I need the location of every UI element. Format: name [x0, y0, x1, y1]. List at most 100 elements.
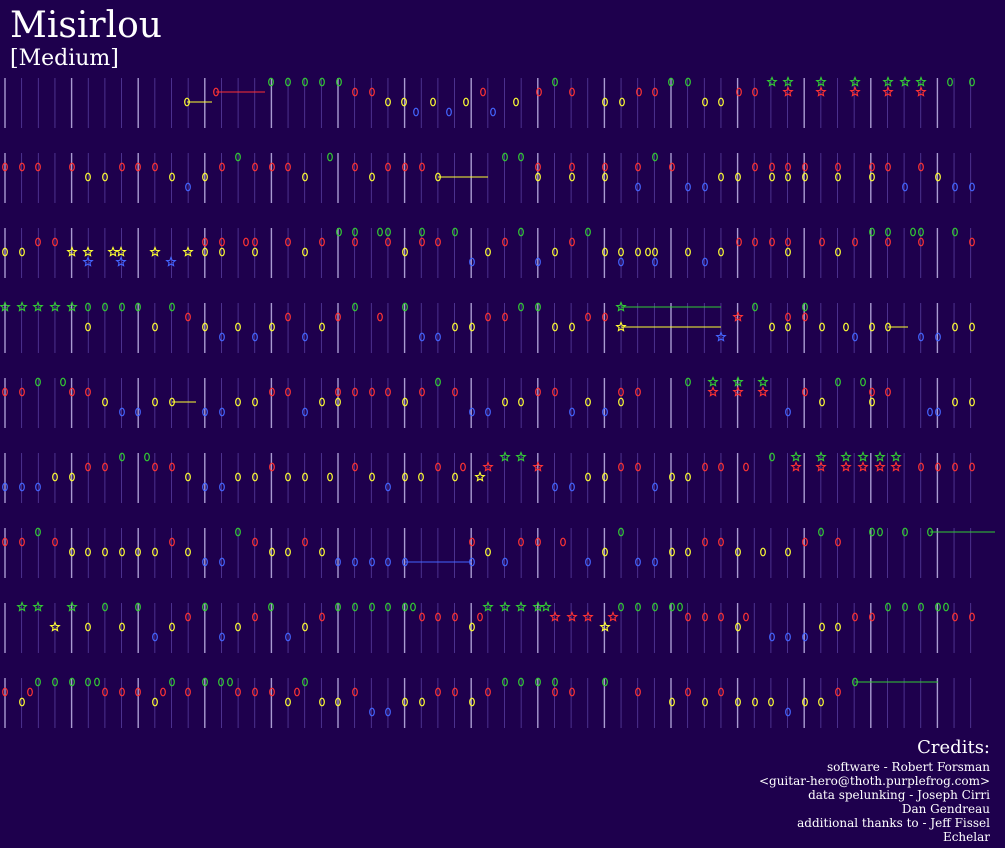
note-g — [202, 677, 208, 687]
note-g — [135, 602, 141, 612]
note-y — [430, 97, 436, 107]
note-r — [552, 687, 558, 697]
note-r — [736, 87, 742, 97]
note-chart — [0, 76, 995, 728]
note-g — [835, 377, 841, 387]
note-y — [152, 547, 158, 557]
note-y — [69, 547, 75, 557]
note-g — [452, 227, 458, 237]
note-b — [402, 557, 408, 567]
note-r — [952, 612, 958, 622]
note-r — [535, 387, 541, 397]
note-r — [269, 387, 275, 397]
note-r — [952, 462, 958, 472]
note-g — [35, 377, 41, 387]
note-g — [677, 602, 683, 612]
note-g — [410, 602, 416, 612]
note-y — [319, 397, 325, 407]
note-r — [569, 237, 575, 247]
note-b — [219, 407, 225, 417]
note-r — [685, 687, 691, 697]
note-b — [502, 557, 508, 567]
note-y — [469, 622, 475, 632]
note-g — [336, 227, 342, 237]
note-y — [369, 172, 375, 182]
note-r — [769, 237, 775, 247]
note-r — [702, 462, 708, 472]
note-y — [235, 472, 241, 482]
note-y — [19, 247, 25, 257]
star-note-g — [32, 301, 44, 312]
note-g — [169, 677, 175, 687]
note-r — [213, 87, 219, 97]
note-y — [452, 322, 458, 332]
note-b — [552, 482, 558, 492]
note-y — [252, 472, 258, 482]
note-y — [169, 172, 175, 182]
note-y — [769, 172, 775, 182]
note-r — [918, 462, 924, 472]
note-g — [419, 227, 425, 237]
note-y — [385, 97, 391, 107]
note-r — [269, 162, 275, 172]
note-g — [552, 77, 558, 87]
star-note-r — [607, 611, 619, 622]
note-g — [35, 677, 41, 687]
note-y — [602, 172, 608, 182]
note-r — [135, 687, 141, 697]
note-b — [419, 332, 425, 342]
note-y — [152, 697, 158, 707]
note-y — [702, 697, 708, 707]
note-r — [235, 687, 241, 697]
note-r — [802, 312, 808, 322]
note-g — [377, 227, 383, 237]
note-r — [35, 237, 41, 247]
note-b — [385, 557, 391, 567]
note-r — [702, 612, 708, 622]
star-note-g — [66, 301, 78, 312]
note-b — [652, 257, 658, 267]
note-b — [302, 407, 308, 417]
note-b — [185, 182, 191, 192]
note-y — [469, 322, 475, 332]
note-y — [552, 322, 558, 332]
note-r — [243, 237, 249, 247]
note-r — [869, 162, 875, 172]
credit-line-echelar: Echelar — [942, 830, 990, 844]
star-note-y — [149, 246, 161, 257]
note-r — [969, 237, 975, 247]
note-r — [169, 462, 175, 472]
note-g — [618, 602, 624, 612]
note-y — [952, 322, 958, 332]
note-r — [85, 387, 91, 397]
note-r — [435, 687, 441, 697]
note-r — [935, 462, 941, 472]
note-r — [185, 612, 191, 622]
note-r — [635, 162, 641, 172]
star-note-g — [32, 601, 44, 612]
note-g — [885, 227, 891, 237]
star-note-g — [874, 451, 886, 462]
note-r — [202, 237, 208, 247]
note-y — [235, 622, 241, 632]
note-g — [336, 77, 342, 87]
note-y — [219, 247, 225, 257]
note-g — [852, 677, 858, 687]
note-y — [869, 172, 875, 182]
note-r — [285, 237, 291, 247]
note-b — [635, 182, 641, 192]
note-y — [85, 172, 91, 182]
note-g — [35, 527, 41, 537]
note-y — [585, 397, 591, 407]
note-r — [635, 462, 641, 472]
note-g — [518, 302, 524, 312]
note-y — [419, 697, 425, 707]
note-y — [618, 247, 624, 257]
note-y — [669, 472, 675, 482]
star-note-g — [16, 601, 28, 612]
note-r — [736, 237, 742, 247]
star-note-g — [849, 76, 861, 87]
note-y — [735, 547, 741, 557]
note-r — [802, 162, 808, 172]
note-g — [268, 77, 274, 87]
